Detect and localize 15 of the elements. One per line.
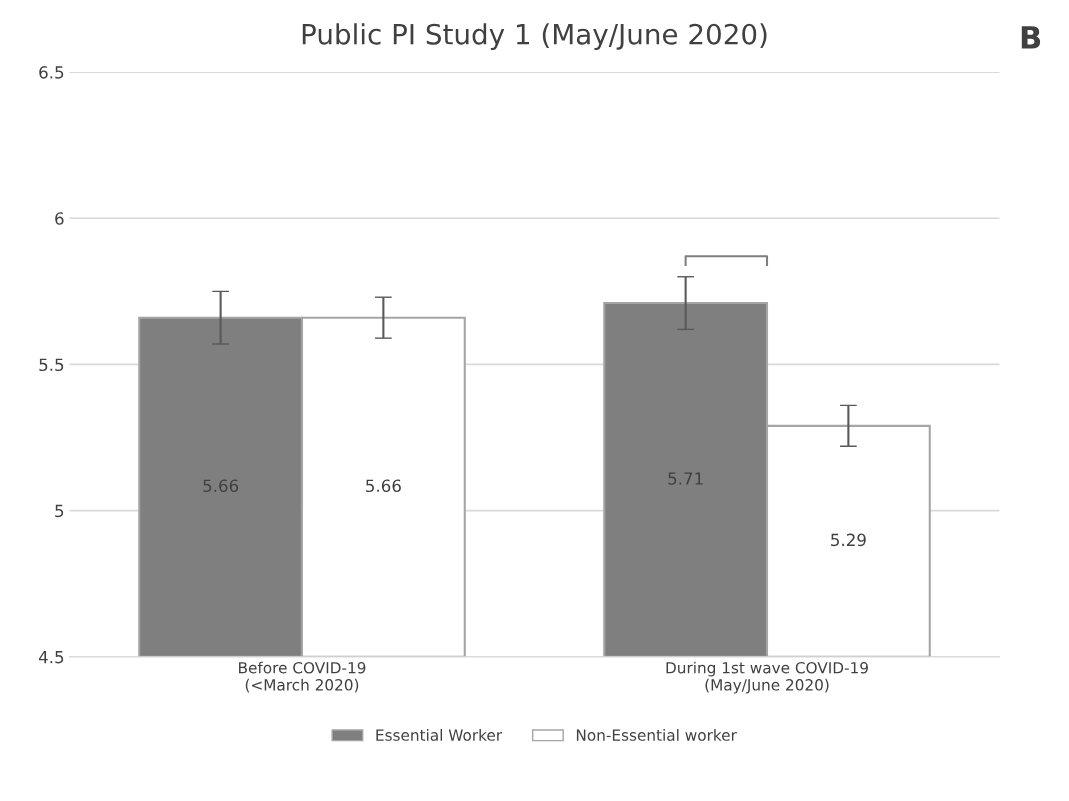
data-label: 5.66: [366, 479, 401, 493]
x-tick-label: Before COVID-19 (<March 2020): [239, 661, 366, 693]
y-tick-label: 6: [55, 212, 64, 225]
y-tick-label: 5: [55, 504, 64, 518]
data-label: 5.71: [668, 472, 703, 485]
y-tick-label: 4.5: [38, 651, 64, 664]
text: B: [1021, 26, 1041, 49]
x-tick-label: During 1st wave COVID-19 (May/June 2020): [666, 661, 868, 694]
data-label: 5.29: [831, 533, 866, 547]
y-tick-label: 5.5: [39, 358, 64, 372]
chart-title: Public PI Study 1 (May/June 2020): [302, 23, 767, 51]
legend-label: Non-Essential worker: [576, 729, 737, 741]
y-tick-label: 6.5: [39, 66, 64, 79]
legend-label: Essential Worker: [376, 729, 503, 741]
data-label: 5.66: [203, 479, 239, 493]
